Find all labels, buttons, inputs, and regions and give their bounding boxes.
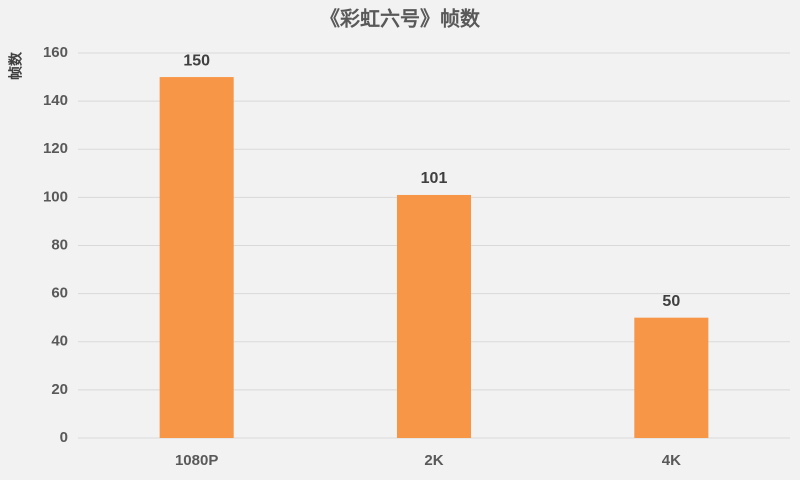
y-tick-label: 160 [43,44,68,61]
y-tick-label: 20 [51,381,68,398]
y-axis-label: 帧数 [8,51,24,80]
data-label: 50 [662,293,680,310]
y-tick-label: 120 [43,140,68,157]
y-tick-label: 140 [43,92,68,109]
x-tick-label: 4K [662,452,681,469]
y-tick-label: 100 [43,188,68,205]
x-tick-label: 1080P [175,452,218,469]
y-tick-label: 80 [51,236,68,253]
y-tick-label: 60 [51,285,68,302]
bar [396,194,472,438]
x-tick-label: 2K [424,452,443,469]
y-tick-label: 40 [51,333,68,350]
y-tick-label: 0 [60,429,68,446]
bar [634,317,709,438]
bar [159,77,234,438]
data-label: 150 [183,52,210,69]
data-label: 101 [421,170,448,187]
chart-title: 《彩虹六号》帧数 [320,6,481,30]
